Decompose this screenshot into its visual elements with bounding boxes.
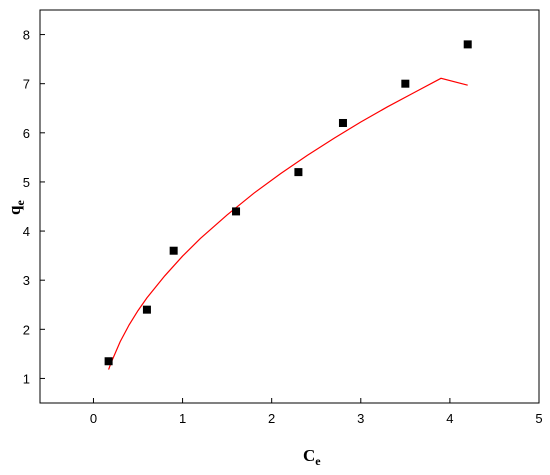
y-tick-label: 7 (23, 77, 30, 92)
x-tick-label: 5 (535, 411, 542, 426)
y-tick-label: 5 (23, 175, 30, 190)
data-point (294, 168, 303, 177)
x-tick-label: 4 (446, 411, 453, 426)
fit-curve (108, 77, 468, 370)
y-tick-label: 1 (23, 371, 30, 386)
x-axis-ticks: 0 1 2 3 4 5 (90, 398, 543, 426)
y-axis-label: qe (5, 200, 27, 215)
data-point (232, 207, 241, 216)
x-tick-label: 3 (357, 411, 364, 426)
data-points (104, 40, 472, 366)
data-point (142, 305, 151, 314)
y-tick-label: 8 (23, 28, 30, 43)
plot-frame (39, 9, 540, 404)
data-point (104, 357, 113, 366)
y-tick-label: 6 (23, 126, 30, 141)
y-tick-label: 3 (23, 273, 30, 288)
x-tick-label: 0 (90, 411, 97, 426)
x-tick-label: 2 (268, 411, 275, 426)
data-point (401, 79, 410, 88)
y-tick-label: 4 (23, 224, 30, 239)
data-point (463, 40, 472, 49)
data-point (169, 246, 178, 255)
x-axis-label: Ce (303, 446, 321, 468)
x-tick-label: 1 (179, 411, 186, 426)
y-axis-ticks: 1 2 3 4 5 6 7 8 (23, 28, 45, 386)
data-point (338, 118, 347, 127)
y-tick-label: 2 (23, 322, 30, 337)
